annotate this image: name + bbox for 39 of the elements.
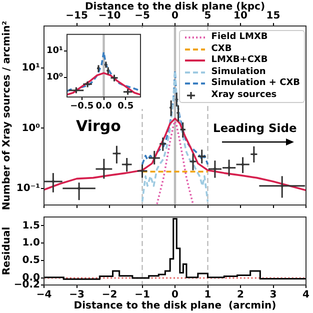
y-axis-title: Residual	[2, 226, 13, 276]
x-tick-label: 1	[204, 290, 212, 301]
y-tick-label: 10⁰	[46, 72, 64, 83]
y-tick-label: 10⁻¹	[16, 183, 40, 194]
x-tick-label: −0.5	[70, 102, 94, 112]
x-tick-label: 0	[172, 290, 179, 301]
legend-label: Xray sources	[211, 90, 277, 101]
x2-tick-label: 10	[234, 10, 248, 22]
legend-label: Simulation	[211, 66, 266, 78]
legend-label: Field LMXB	[211, 32, 268, 44]
y-tick-label: 1.0	[22, 238, 40, 249]
x-tick-label: −2	[102, 290, 118, 301]
x2-tick-label: 5	[204, 10, 212, 22]
x2-tick-label: 15	[266, 10, 280, 22]
x2-tick-label: 0	[172, 10, 179, 22]
x-tick-label: 2	[237, 290, 244, 301]
x-axis-title: Distance to the disk plane (arcmin)	[74, 300, 276, 312]
x-tick-label: 0.0	[96, 102, 112, 112]
y-axis-title: Number of Xray sources / arcmin²	[2, 20, 13, 210]
y-tick-label: −0.2	[14, 280, 40, 291]
legend-label: LMXB+CXB	[211, 55, 268, 66]
x2-tick-label: −5	[134, 10, 150, 22]
x2-tick-label: −10	[98, 10, 121, 22]
legend-label: CXB	[211, 44, 232, 55]
y-tick-label: 1.5	[22, 220, 40, 232]
y-tick-label: 10¹	[22, 62, 40, 74]
x-tick-label: 3	[270, 290, 277, 301]
y-tick-label: 0.5	[22, 255, 40, 266]
x-tick-label: −4	[36, 290, 52, 301]
y-tick-label: 10⁰	[22, 122, 40, 134]
x-tick-label: 0.5	[118, 102, 134, 112]
x-tick-label: −3	[69, 290, 84, 301]
annotation: Leading Side	[213, 121, 297, 135]
x-tick-label: 4	[302, 290, 310, 301]
annotation: Virgo	[76, 117, 121, 135]
x-tick-label: −1	[134, 290, 150, 301]
y-tick-label: 10¹	[46, 46, 64, 56]
legend-label: Simulation + CXB	[211, 78, 300, 90]
x2-tick-label: −15	[66, 10, 88, 22]
